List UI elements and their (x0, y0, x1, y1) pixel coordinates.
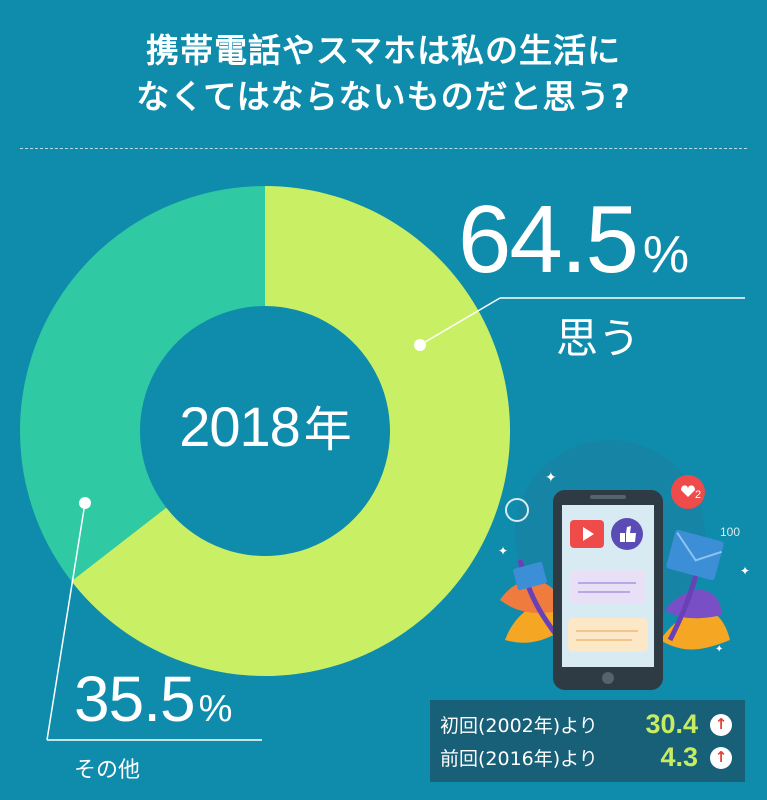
value-other: 35.5% (74, 662, 232, 736)
comparison-row: 初回(2002年)より 30.4 ↑ (440, 708, 735, 741)
donut-slices (20, 186, 511, 676)
comparison-value: 30.4 (645, 709, 698, 739)
comparison-row: 前回(2016年)より 4.3 ↑ (440, 741, 735, 774)
comparison-panel: 初回(2002年)より 30.4 ↑ 前回(2016年)より 4.3 ↑ (430, 700, 745, 782)
title-line-2: なくてはならないものだと思う? (136, 77, 631, 116)
svg-text:✦: ✦ (498, 544, 508, 558)
value-omou: 64.5% (458, 185, 689, 295)
leader-line-omou (419, 297, 501, 346)
value-other-unit: % (198, 688, 233, 730)
counter-text: 100 (720, 525, 740, 539)
comparison-label: 初回(2002年)より (440, 715, 598, 737)
small-envelope-icon (513, 561, 547, 591)
leader-line-other (46, 502, 86, 741)
comparison-value: 4.3 (660, 742, 698, 772)
title-divider (20, 148, 747, 149)
donut-slice-other (20, 186, 265, 582)
envelope-icon (666, 529, 724, 581)
label-omou: 思う (556, 314, 641, 363)
chart-title: 携帯電話やスマホは私の生活に なくてはならないものだと思う? (0, 28, 767, 120)
leader-dot-omou (414, 339, 426, 351)
heart-badge-count: 2 (695, 489, 701, 501)
like-circle-icon (505, 498, 529, 522)
up-arrow-icon: ↑ (710, 746, 732, 769)
donut-slice-omou (71, 186, 511, 676)
svg-text:✦: ✦ (715, 644, 723, 655)
center-label: 2018年 (140, 390, 390, 460)
phone-illustration: 2 100 ✦ ✦ ✦ ✦ (498, 440, 750, 690)
up-arrow-icon: ↑ (710, 713, 732, 736)
title-line-1: 携帯電話やスマホは私の生活に (145, 31, 621, 70)
comparison-label: 前回(2016年)より (440, 748, 598, 770)
svg-text:✦: ✦ (740, 564, 750, 578)
value-omou-unit: % (642, 226, 690, 284)
center-year: 2018 (179, 395, 301, 458)
value-omou-number: 64.5 (458, 186, 639, 293)
svg-text:✦: ✦ (545, 470, 557, 486)
label-other: その他 (74, 758, 141, 783)
center-year-suffix: 年 (303, 402, 352, 458)
leader-dot-other (79, 497, 91, 509)
value-other-number: 35.5 (74, 663, 196, 735)
